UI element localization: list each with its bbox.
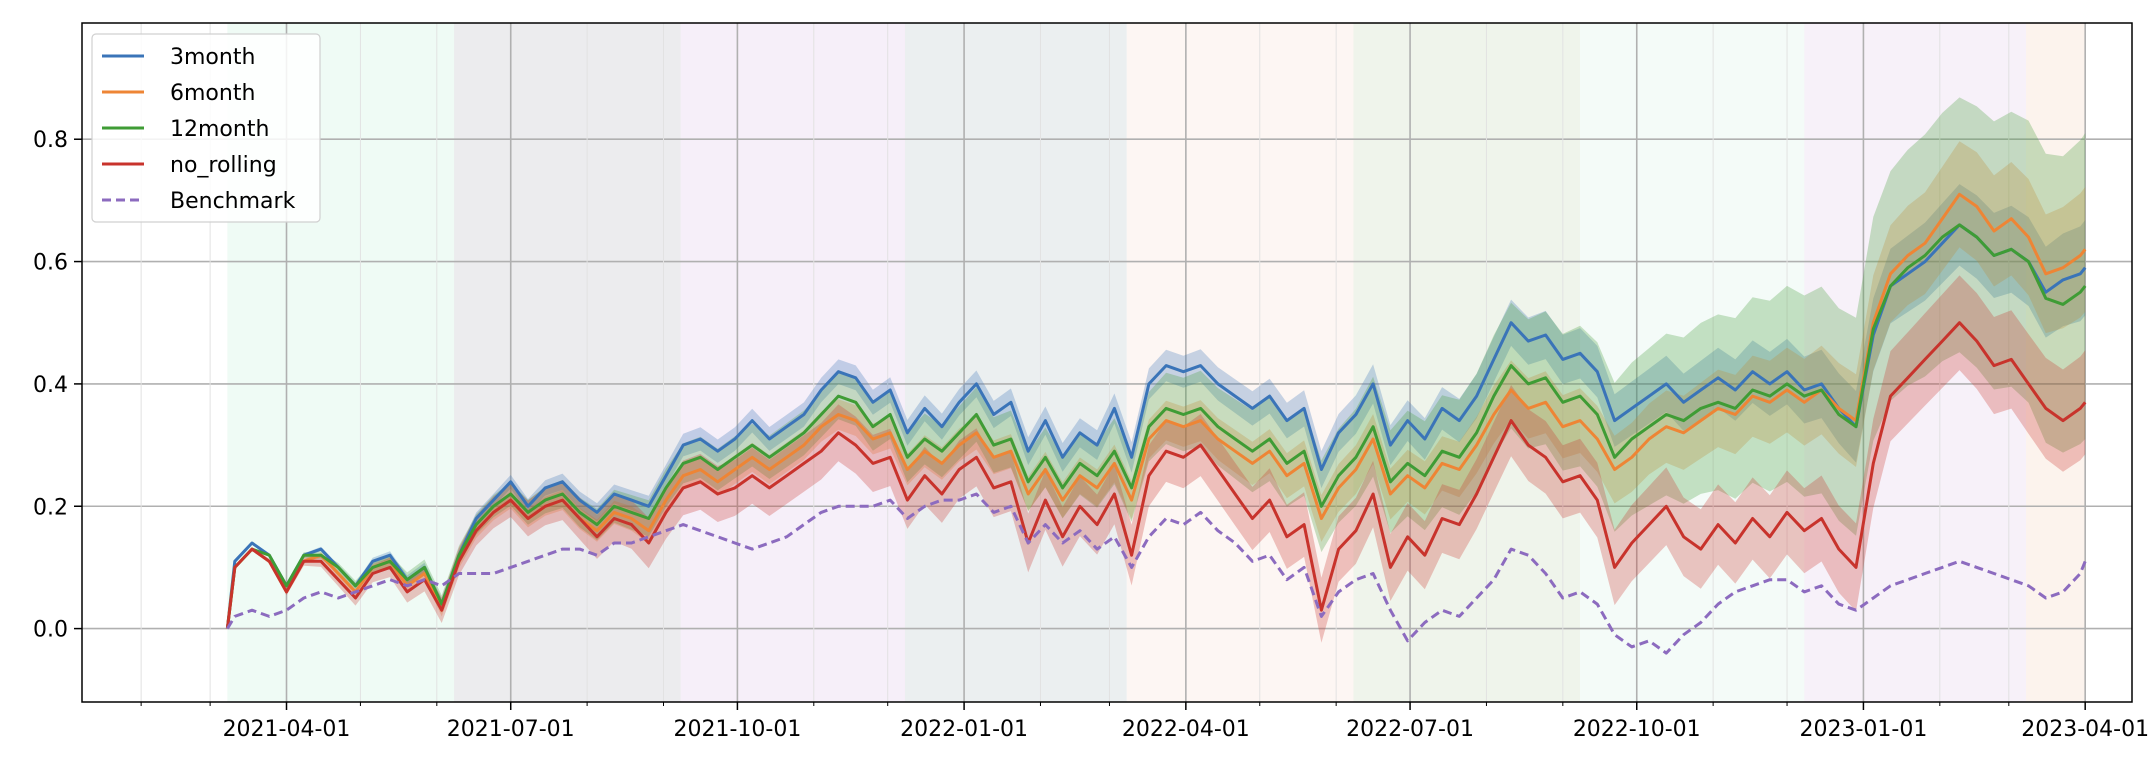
legend: 3month 6month 12month no_rolling Benchmark <box>91 33 321 223</box>
series-lines <box>225 192 2087 655</box>
legend-label-3month: 3month <box>170 45 255 70</box>
regime-band-3 <box>680 23 905 702</box>
3month-band <box>227 184 2086 629</box>
x-tick-label: 2023-01-01 <box>1800 717 1928 742</box>
regime-band-6 <box>1353 23 1581 702</box>
x-tick-label: 2021-07-01 <box>447 717 575 742</box>
y-tick-label: 0.6 <box>33 251 68 276</box>
y-tick-label: 0.4 <box>33 373 68 398</box>
legend-label-benchmark: Benchmark <box>170 189 296 214</box>
regime-shading <box>227 23 2086 702</box>
legend-label-no-rolling: no_rolling <box>170 153 277 178</box>
axes: 0.0 0.2 0.4 0.6 0.8 2021-04-01 2021-07-01 2021-… <box>33 128 2149 742</box>
y-tick-label: 0.2 <box>33 495 68 520</box>
regime-band-8 <box>1804 23 2027 702</box>
12month-band <box>227 97 2086 629</box>
y-tick-label: 0.8 <box>33 128 68 153</box>
regime-band-4 <box>904 23 1127 702</box>
x-tick-label: 2021-04-01 <box>223 717 351 742</box>
no-rolling-line <box>225 321 2087 629</box>
legend-label-6month: 6month <box>170 81 255 106</box>
regime-band-7 <box>1580 23 1805 702</box>
x-tick-label: 2023-04-01 <box>2021 717 2149 742</box>
x-tick-label: 2022-01-01 <box>900 717 1028 742</box>
x-tick-label: 2021-10-01 <box>673 717 801 742</box>
x-tick-label: 2022-04-01 <box>1122 717 1250 742</box>
y-tick-label: 0.0 <box>33 618 68 643</box>
plot-frame <box>81 22 2133 703</box>
3month-line <box>225 223 2087 629</box>
legend-box <box>91 33 321 223</box>
12month-line <box>225 223 2087 629</box>
no-rolling-band <box>227 275 2086 643</box>
legend-label-12month: 12month <box>170 117 269 142</box>
x-tick-label: 2022-07-01 <box>1346 717 1474 742</box>
regime-band-2 <box>454 23 681 702</box>
regime-band-9 <box>2026 23 2086 702</box>
x-tick-label: 2022-10-01 <box>1573 717 1701 742</box>
benchmark-line <box>226 492 2087 655</box>
